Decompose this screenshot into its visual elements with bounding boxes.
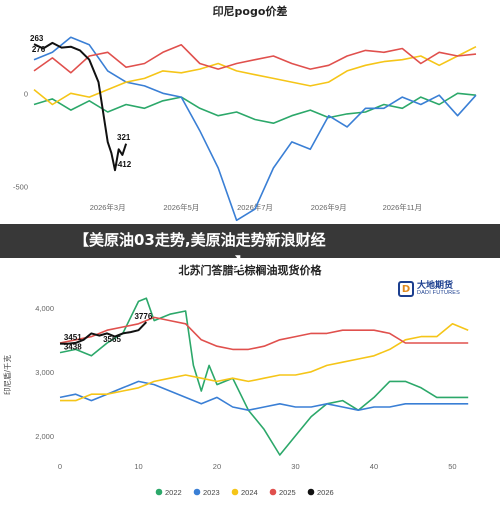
logo-text: 大地期货 DADI FUTURES [417,280,461,297]
series-line-0 [33,92,477,124]
x-tick-label: 0 [58,462,62,471]
headline-continued: 】 [235,254,251,272]
x-tick-label: 2026年3月 [90,202,126,212]
data-label: 321 [117,133,131,142]
data-label: 276 [32,45,46,54]
legend-marker-2022 [155,488,163,496]
series-line-2024 [60,322,469,402]
series-line-2022 [59,297,469,456]
data-label: 3565 [103,335,121,344]
headline-text[interactable]: 【美原油03走势,美原油走势新浪财经 [74,231,326,249]
x-tick-label: 30 [291,462,299,471]
legend-marker-2024 [231,488,239,496]
headline-banner[interactable]: 【美原油03走势,美原油走势新浪财经 [0,224,500,258]
legend-marker-2026 [307,488,315,496]
x-tick-label: 2026年9月 [311,202,347,212]
chart-title: 北苏门答腊毛棕榈油现货价格 [179,263,323,277]
y-tick-label: 0 [24,89,28,98]
series-line-1 [33,36,477,222]
legend-marker-2025 [269,488,277,496]
data-label: 3438 [64,343,82,352]
legend-item-2024: 2024 [241,488,258,497]
series-line-2026 [59,321,148,345]
logo-cn: 大地期货 [417,280,454,291]
x-tick-label: 2026年7月 [237,202,273,212]
x-tick-label: 50 [448,462,456,471]
legend-marker-2023 [193,488,201,496]
data-label: 263 [30,34,44,43]
data-label: 3776 [134,312,152,321]
legend-item-2023: 2023 [203,488,220,497]
y-tick-label: 2,000 [35,432,54,441]
logo-mark-icon: D [398,281,414,297]
logo-en: DADI FUTURES [417,289,461,296]
legend-item-2022: 2022 [165,488,182,497]
x-tick-label: 10 [134,462,142,471]
legend-item-2026: 2026 [317,488,334,497]
x-tick-label: 40 [370,462,378,471]
pogo-spread-chart: 印尼pogo价差 0 -500 2026年3月 2026年5月 2026年7月 2026年9… [13,4,477,222]
y-tick-label: 3,000 [35,368,54,377]
y-axis-label: 印尼盾/千克 [2,354,12,395]
dadi-futures-logo: D 大地期货 DADI FUTURES [398,278,478,300]
data-label: 3451 [64,333,82,342]
series-line-2025 [59,316,469,351]
y-tick-label: 4,000 [35,304,54,313]
chart-title: 印尼pogo价差 [213,4,288,18]
x-tick-label: 2026年5月 [163,202,199,212]
x-tick-label: 20 [213,462,221,471]
series-line-4 [33,41,128,172]
series-line-3 [33,43,477,74]
legend-item-2025: 2025 [279,488,296,497]
y-tick-label: -500 [13,183,28,192]
series-line-2023 [59,380,469,411]
series-line-2 [33,45,477,106]
x-tick-label: 2026年11月 [383,202,422,212]
data-label: -412 [115,160,132,169]
